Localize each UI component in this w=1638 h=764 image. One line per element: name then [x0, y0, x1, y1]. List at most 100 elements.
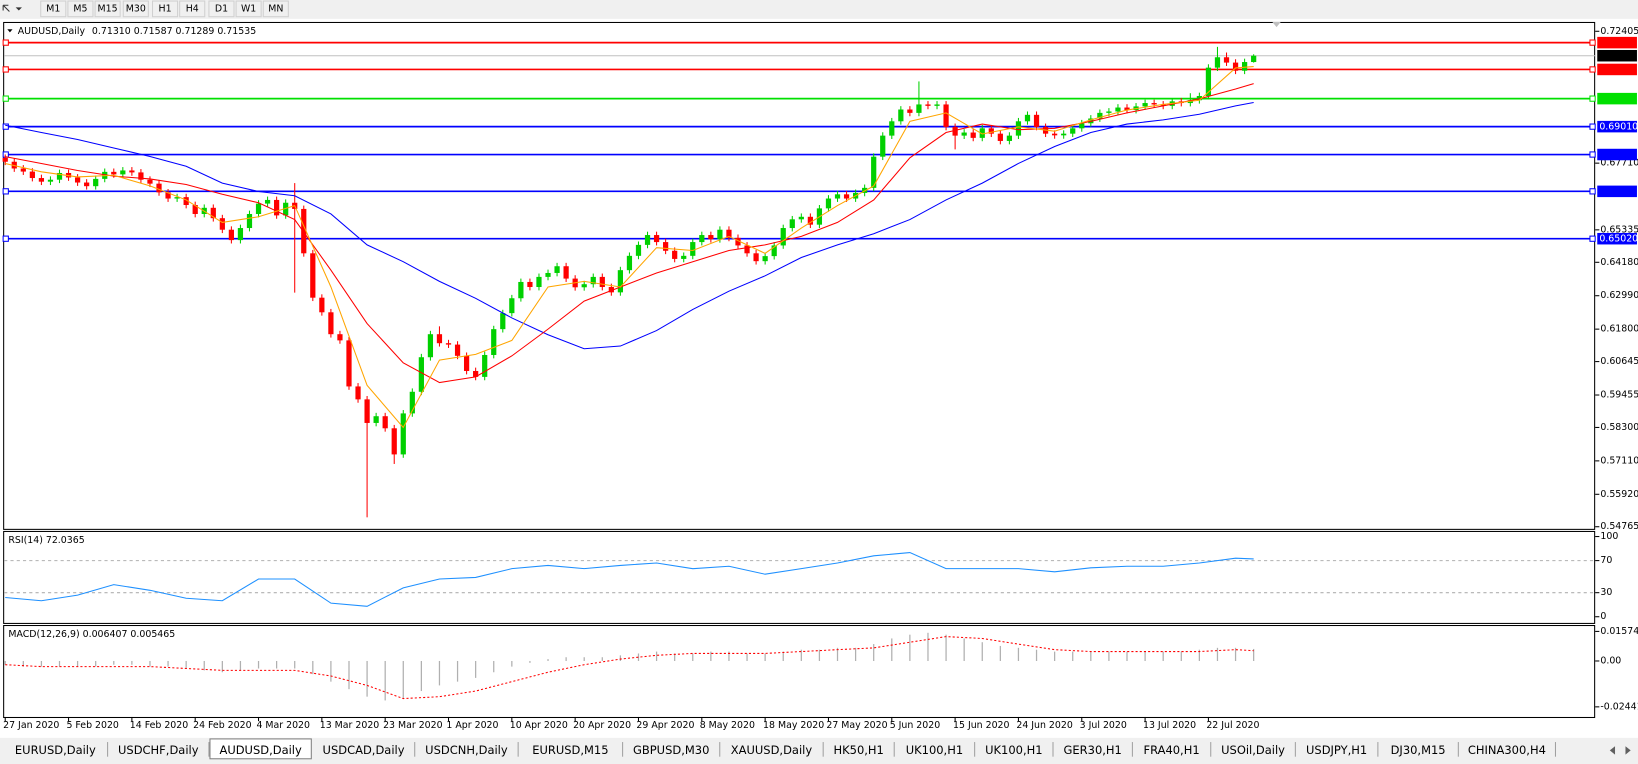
tab[interactable]: GER30,H1	[1064, 743, 1122, 757]
timeframe-button-frame[interactable]	[94, 0, 121, 18]
candle-body	[807, 216, 813, 225]
dropdown-arrow[interactable]	[15, 7, 22, 11]
candle-body	[156, 183, 162, 193]
candle-body	[798, 216, 804, 220]
candle-body	[391, 428, 397, 455]
timeframe-button-frame[interactable]	[122, 0, 149, 18]
level-handle	[2, 95, 9, 102]
x-tick-label: 10 Apr 2020	[510, 720, 568, 731]
candle-body	[482, 354, 488, 377]
candle-body	[319, 297, 325, 313]
level-line-label-box	[1597, 92, 1637, 105]
level-line-label-box	[1597, 148, 1637, 161]
timeframe-button-frame[interactable]	[179, 0, 206, 18]
candle-body	[617, 270, 624, 293]
candle-body	[1124, 107, 1130, 111]
tab-scroll-left[interactable]	[1609, 746, 1616, 755]
candle-body	[925, 104, 931, 106]
candle-body	[473, 370, 479, 377]
candle-body	[38, 178, 45, 182]
timeframe-button[interactable]: H1	[159, 3, 172, 14]
tab-scroll-right[interactable]	[1625, 746, 1631, 755]
level-handle	[1589, 39, 1596, 46]
timeframe-button[interactable]: M5	[73, 3, 87, 14]
candle-body	[934, 104, 940, 106]
candle-body	[834, 194, 841, 199]
timeframe-button[interactable]: W1	[241, 3, 256, 14]
tab[interactable]: UK100,H1	[906, 743, 963, 757]
tab[interactable]: FRA40,H1	[1143, 743, 1199, 757]
y-tick-label: 0.00	[1600, 655, 1621, 666]
candle-body	[246, 213, 253, 229]
tab[interactable]: DJ30,M15	[1391, 743, 1446, 757]
candle-body	[970, 132, 976, 138]
y-tick-label: 0.58300	[1600, 422, 1638, 433]
candle-body	[997, 133, 1003, 141]
candle-body	[1214, 57, 1221, 68]
candle-body	[174, 197, 180, 199]
timeframe-button-frame[interactable]	[262, 0, 289, 18]
candle-body	[1061, 133, 1067, 136]
candle-body	[527, 281, 533, 288]
candle-body	[2, 157, 8, 162]
timeframe-button[interactable]: M30	[126, 3, 146, 14]
candle-body	[644, 235, 651, 245]
x-tick-label: 13 Mar 2020	[320, 720, 380, 731]
timeframe-button-frame[interactable]	[67, 0, 94, 18]
tab[interactable]: XAUUSD,Daily	[731, 743, 813, 757]
timeframe-button[interactable]: H4	[186, 3, 199, 14]
candle-body	[183, 197, 189, 205]
x-tick-label: 27 May 2020	[826, 720, 887, 731]
timeframe-button[interactable]: M15	[98, 3, 118, 14]
tab[interactable]: HK50,H1	[834, 743, 884, 757]
candle-body	[653, 235, 660, 243]
timeframe-button-frame[interactable]	[151, 0, 179, 18]
candle-body	[907, 109, 913, 113]
candle-body	[400, 413, 406, 455]
active-tab[interactable]	[209, 738, 312, 760]
candle-body	[1241, 62, 1248, 71]
candle-body	[463, 355, 470, 371]
timeframe-button[interactable]: MN	[268, 3, 283, 14]
moving-average	[5, 66, 1254, 429]
level-handle	[1589, 66, 1596, 73]
tab[interactable]: USDCHF,Daily	[118, 743, 199, 757]
candle-body	[409, 391, 415, 414]
tab[interactable]: USDCNH,Daily	[425, 743, 508, 757]
level-handle	[1589, 235, 1596, 242]
candle-body	[165, 192, 171, 199]
candle-body	[346, 340, 352, 387]
tab[interactable]: EURUSD,Daily	[15, 743, 96, 757]
candle-body	[1251, 55, 1257, 63]
x-tick-label: 24 Jun 2020	[1016, 720, 1073, 731]
candle-body	[789, 219, 795, 229]
candle-body	[210, 207, 216, 219]
candle-body	[1097, 112, 1103, 119]
candle-body	[1106, 111, 1112, 113]
cursor-icon[interactable]	[2, 4, 10, 12]
x-tick-label: 4 Mar 2020	[256, 720, 310, 731]
timeframe-button-frame[interactable]	[208, 0, 235, 18]
candle-body	[255, 203, 262, 214]
level-line-label-box	[1597, 120, 1637, 133]
tab[interactable]: CHINA300,H4	[1468, 743, 1546, 757]
tab[interactable]: USDJPY,H1	[1306, 743, 1367, 757]
timeframe-button[interactable]: M1	[46, 3, 60, 14]
moving-average	[5, 102, 1254, 350]
candle-body	[1160, 104, 1166, 106]
tab[interactable]: USOil,Daily	[1221, 743, 1285, 757]
y-tick-label: 0.54765	[1600, 521, 1638, 532]
tab[interactable]: EURUSD,M15	[532, 743, 608, 757]
x-tick-label: 13 Jul 2020	[1143, 720, 1196, 731]
candle-body	[961, 132, 967, 136]
tab[interactable]: GBPUSD,M30	[633, 743, 709, 757]
timeframe-button[interactable]: D1	[215, 3, 228, 14]
candle-body	[93, 178, 99, 187]
tab[interactable]: UK100,H1	[985, 743, 1042, 757]
tab[interactable]: AUDUSD,Daily	[219, 743, 302, 757]
tab[interactable]: USDCAD,Daily	[323, 743, 405, 757]
timeframe-button-frame[interactable]	[40, 0, 67, 18]
timeframe-button-frame[interactable]	[235, 0, 262, 18]
